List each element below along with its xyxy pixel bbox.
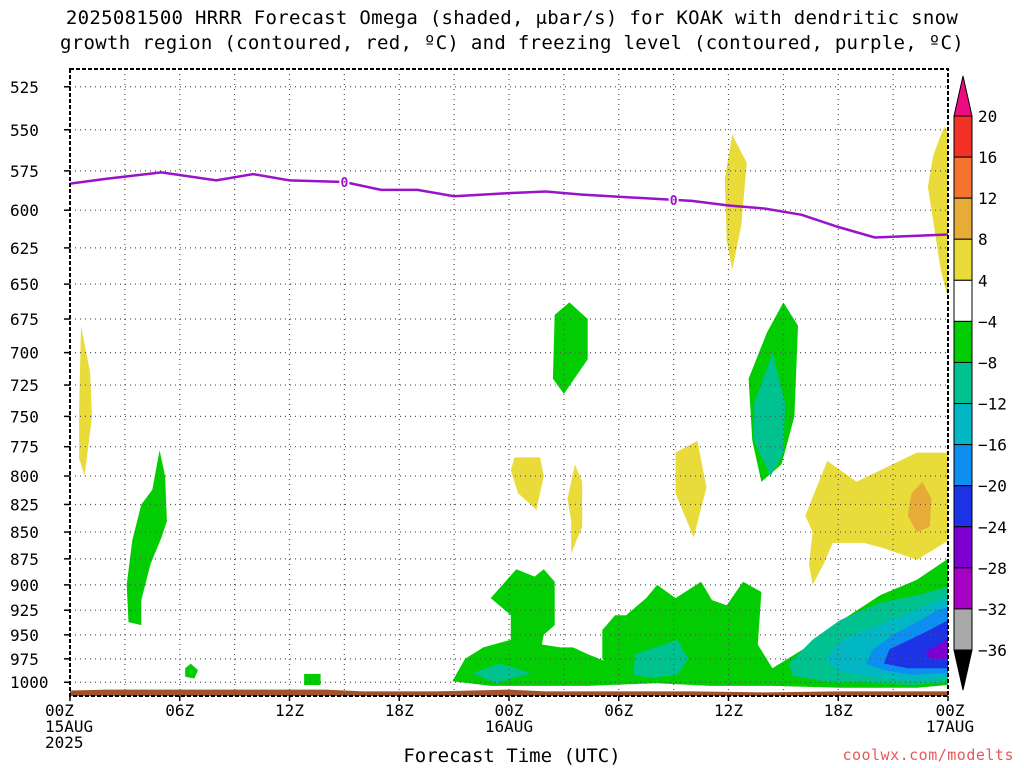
colorbar-label: −20 <box>978 477 1007 496</box>
y-tick-label: 600 <box>10 201 39 220</box>
y-tick-label: 575 <box>10 162 39 181</box>
x-tick-label: 06Z <box>165 701 194 720</box>
colorbar-box <box>953 403 973 446</box>
colorbar-top-triangle <box>953 75 973 117</box>
x-tick-label: 00Z <box>936 701 965 720</box>
x-tick-label: 18Z <box>824 701 853 720</box>
x-tick-label: 12Z <box>275 701 304 720</box>
x-tick-label: 17AUG <box>926 717 974 736</box>
omega-region-3 <box>675 440 707 538</box>
x-tick-label: 00Z <box>495 701 524 720</box>
x-tick-label: 00Z <box>45 701 74 720</box>
y-tick-label: 775 <box>10 438 39 457</box>
colorbar-label: 8 <box>978 230 988 249</box>
y-tick-label: 800 <box>10 467 39 486</box>
x-tick-label: 12Z <box>714 701 743 720</box>
freezing-label-bg <box>668 191 679 207</box>
colorbar-box <box>953 567 973 610</box>
credit-text: coolwx.com/modelts <box>842 746 1014 764</box>
colorbar-label: −36 <box>978 641 1007 660</box>
colorbar-label: −16 <box>978 436 1007 455</box>
colorbar-box <box>953 485 973 528</box>
omega-region-9 <box>552 302 588 394</box>
omega-region-7 <box>907 481 932 533</box>
omega-region-0 <box>79 325 92 476</box>
colorbar-label: 20 <box>978 107 997 126</box>
omega-region-14 <box>754 352 786 476</box>
y-tick-label: 975 <box>10 650 39 669</box>
x-tick-label: 2025 <box>45 733 84 752</box>
freezing-level-label: 0 <box>340 176 348 191</box>
y-tick-label: 850 <box>10 523 39 542</box>
colorbar-box <box>953 526 973 569</box>
y-tick-label: 700 <box>10 344 39 363</box>
freezing-level-label: 0 <box>670 194 678 209</box>
colorbar-label: 4 <box>978 271 988 290</box>
colorbar-label: −12 <box>978 395 1007 414</box>
colorbar-label: −24 <box>978 518 1007 537</box>
omega-region-11 <box>185 663 198 679</box>
freezing-label-bg <box>339 174 350 190</box>
y-tick-label: 525 <box>10 78 39 97</box>
colorbar-box <box>953 156 973 199</box>
omega-region-4 <box>510 457 544 510</box>
chart-title-line-2: growth region (contoured, red, ºC) and f… <box>60 32 964 54</box>
y-tick-label: 550 <box>10 121 39 140</box>
omega-region-15 <box>472 663 531 684</box>
colorbar-box <box>953 238 973 281</box>
colorbar-box <box>953 320 973 363</box>
omega-region-1 <box>724 134 747 270</box>
omega-region-5 <box>567 464 583 554</box>
y-tick-label: 950 <box>10 626 39 645</box>
colorbar-label: 12 <box>978 189 997 208</box>
y-tick-label: 900 <box>10 576 39 595</box>
y-tick-label: 825 <box>10 495 39 514</box>
colorbar-box <box>953 444 973 487</box>
omega-region-12 <box>304 673 321 685</box>
y-tick-label: 875 <box>10 550 39 569</box>
x-axis-title: Forecast Time (UTC) <box>403 745 621 767</box>
y-tick-label: 675 <box>10 310 39 329</box>
y-tick-label: 725 <box>10 376 39 395</box>
colorbar-label: −28 <box>978 559 1007 578</box>
y-tick-label: 1000 <box>10 673 49 692</box>
colorbar-label: −4 <box>978 312 997 331</box>
y-tick-label: 625 <box>10 239 39 258</box>
chart-title-line-1: 2025081500 HRRR Forecast Omega (shaded, … <box>65 7 959 29</box>
x-tick-label: 16AUG <box>485 717 533 736</box>
colorbar-box <box>953 608 973 651</box>
colorbar: 20 16 12 8 4 −4 −8 −12 −16 −20 −24 −28 −32 −36 <box>953 75 1007 691</box>
omega-shading <box>79 126 948 688</box>
y-tick-label: 925 <box>10 601 39 620</box>
y-tick-label: 750 <box>10 407 39 426</box>
colorbar-box <box>953 361 973 405</box>
omega-region-6 <box>805 452 948 585</box>
freezing-level-line <box>70 171 948 239</box>
colorbar-box <box>953 279 973 322</box>
omega-region-2 <box>927 126 948 299</box>
chart-title: 2025081500 HRRR Forecast Omega (shaded, … <box>0 6 1024 56</box>
x-tick-label: 18Z <box>385 701 414 720</box>
colorbar-label: −8 <box>978 353 997 372</box>
colorbar-label: 16 <box>978 148 997 167</box>
colorbar-box <box>953 197 973 240</box>
x-tick-label: 15AUG <box>45 717 93 736</box>
freezing-level-layer: 00 <box>70 171 948 239</box>
colorbar-box <box>953 115 973 158</box>
omega-region-21 <box>926 639 948 659</box>
y-axis: 525 550 575 600 625 650 675 700 725 750 775 800 825 8… <box>10 78 70 692</box>
omega-region-8 <box>126 450 167 626</box>
y-tick-label: 650 <box>10 275 39 294</box>
colorbar-label: −32 <box>978 600 1007 619</box>
colorbar-bottom-triangle <box>953 649 973 691</box>
x-tick-label: 06Z <box>604 701 633 720</box>
